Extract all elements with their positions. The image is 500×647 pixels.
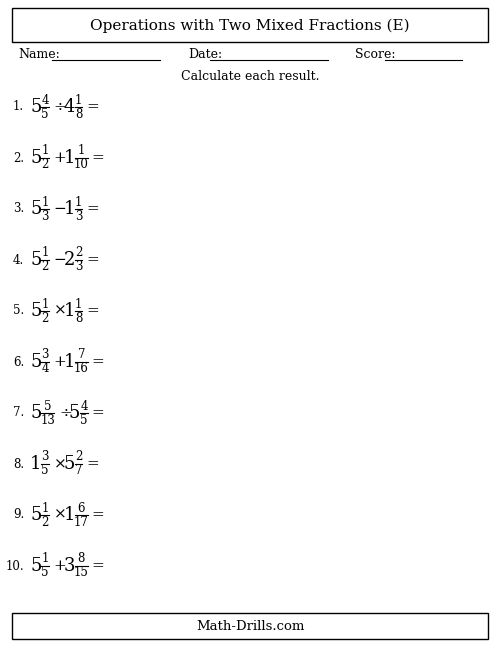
Text: ÷: ÷ (59, 406, 72, 420)
Text: 3: 3 (41, 210, 48, 223)
Text: 1: 1 (78, 144, 85, 157)
Bar (12, 8, 488, 42)
Text: ×: × (54, 304, 66, 318)
Text: 8: 8 (78, 553, 85, 565)
Text: 6: 6 (78, 501, 85, 514)
Text: 2: 2 (42, 516, 48, 529)
Text: 1: 1 (64, 302, 75, 320)
Text: 5: 5 (30, 251, 42, 269)
Text: ×: × (54, 457, 66, 471)
Text: Name:: Name: (18, 49, 60, 61)
Text: 1: 1 (64, 200, 75, 218)
Text: 7: 7 (78, 349, 85, 362)
Text: 5: 5 (30, 98, 42, 116)
Text: Operations with Two Mixed Fractions (E): Operations with Two Mixed Fractions (E) (90, 19, 410, 33)
Text: 4: 4 (41, 94, 48, 107)
Text: 2: 2 (64, 251, 75, 269)
Text: 2.: 2. (13, 151, 24, 164)
Text: 5: 5 (30, 302, 42, 320)
Text: +: + (54, 559, 66, 573)
Text: 5: 5 (30, 353, 42, 371)
Text: 4: 4 (64, 98, 75, 116)
Text: 13: 13 (40, 413, 55, 426)
Text: 5: 5 (80, 413, 88, 426)
Text: =: = (92, 151, 104, 165)
Text: 1: 1 (64, 149, 75, 167)
Text: 1.: 1. (13, 100, 24, 113)
Text: 10.: 10. (6, 560, 24, 573)
Text: 5: 5 (44, 399, 52, 413)
Text: 2: 2 (42, 311, 48, 325)
Text: 1: 1 (75, 298, 82, 311)
Text: 5: 5 (41, 567, 48, 580)
Text: 1: 1 (30, 455, 42, 473)
Text: +: + (54, 355, 66, 369)
Text: 2: 2 (75, 247, 82, 259)
Text: 5: 5 (30, 200, 42, 218)
Text: 3: 3 (75, 210, 82, 223)
Text: =: = (92, 559, 104, 573)
Text: 1: 1 (42, 553, 48, 565)
Text: =: = (86, 100, 99, 114)
Text: 1: 1 (42, 501, 48, 514)
Text: 1: 1 (42, 195, 48, 208)
Text: 7.: 7. (13, 406, 24, 419)
Text: 5: 5 (41, 107, 48, 120)
Text: 1: 1 (64, 506, 75, 524)
Text: 1: 1 (75, 195, 82, 208)
Text: 10: 10 (74, 159, 88, 171)
Bar (12, 613, 488, 639)
Text: ×: × (54, 508, 66, 522)
Text: 6.: 6. (13, 355, 24, 369)
Text: =: = (86, 202, 99, 216)
Text: 4.: 4. (13, 254, 24, 267)
Text: 1: 1 (75, 94, 82, 107)
Text: 1: 1 (64, 353, 75, 371)
Text: 5.: 5. (13, 305, 24, 318)
Text: 3: 3 (41, 349, 48, 362)
Text: 9.: 9. (13, 509, 24, 521)
Text: =: = (92, 406, 104, 420)
Text: 1: 1 (42, 298, 48, 311)
Text: 5: 5 (41, 465, 48, 477)
Text: 2: 2 (42, 159, 48, 171)
Text: +: + (54, 151, 66, 165)
Text: 17: 17 (74, 516, 88, 529)
Text: 3.: 3. (13, 203, 24, 215)
Text: 2: 2 (42, 261, 48, 274)
Text: 1: 1 (42, 247, 48, 259)
Text: 7: 7 (75, 465, 82, 477)
Text: 3: 3 (75, 261, 82, 274)
Text: 5: 5 (30, 149, 42, 167)
Text: Date:: Date: (188, 49, 222, 61)
Text: 2: 2 (75, 450, 82, 463)
Text: 3: 3 (41, 450, 48, 463)
Text: 5: 5 (30, 506, 42, 524)
Text: =: = (86, 304, 99, 318)
Text: 5: 5 (30, 404, 42, 422)
Text: 15: 15 (74, 567, 88, 580)
Text: 3: 3 (64, 557, 75, 575)
Text: 4: 4 (41, 362, 48, 375)
Text: 5: 5 (64, 455, 75, 473)
Text: =: = (92, 355, 104, 369)
Text: Calculate each result.: Calculate each result. (181, 69, 320, 83)
Text: 4: 4 (80, 399, 88, 413)
Text: 8.: 8. (13, 457, 24, 470)
Text: Score:: Score: (355, 49, 396, 61)
Text: 8: 8 (75, 311, 82, 325)
Text: =: = (86, 253, 99, 267)
Text: =: = (86, 457, 99, 471)
Text: 1: 1 (42, 144, 48, 157)
Text: 8: 8 (75, 107, 82, 120)
Text: ÷: ÷ (54, 100, 66, 114)
Text: =: = (92, 508, 104, 522)
Text: 5: 5 (30, 557, 42, 575)
Text: 5: 5 (69, 404, 80, 422)
Text: 16: 16 (74, 362, 88, 375)
Text: Math-Drills.com: Math-Drills.com (196, 619, 304, 633)
Text: −: − (54, 253, 66, 267)
Text: −: − (54, 202, 66, 216)
